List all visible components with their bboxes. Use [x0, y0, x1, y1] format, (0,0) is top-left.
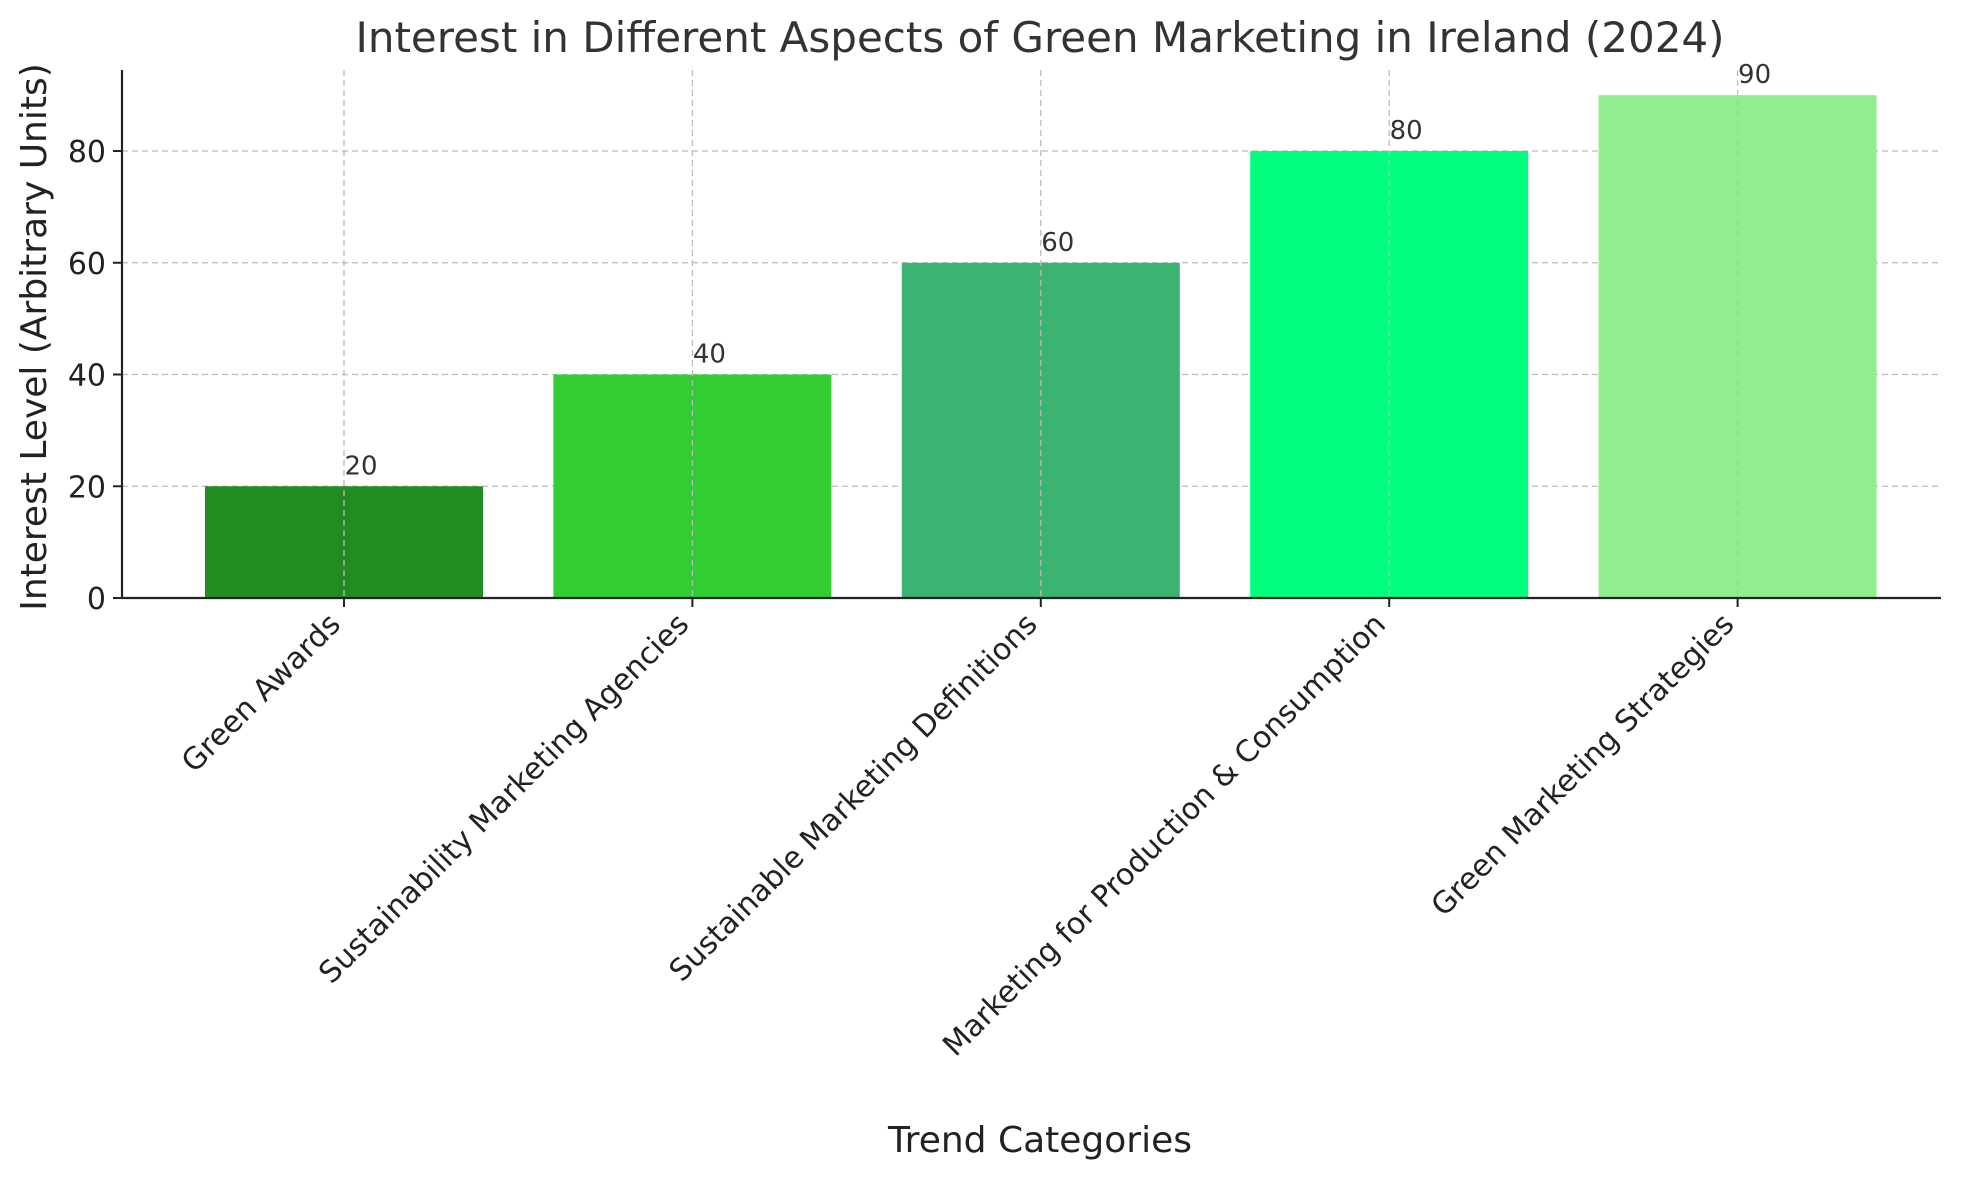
x-tick-label: Green Awards — [175, 607, 348, 780]
x-tick-label: Sustainable Marketing Definitions — [663, 607, 1045, 989]
x-tick-label: Sustainability Marketing Agencies — [312, 607, 696, 991]
vertical-grid-layer — [343, 70, 1739, 598]
y-tick-label: 20 — [68, 470, 106, 505]
y-tick-label: 0 — [87, 582, 106, 617]
y-tick-label: 60 — [68, 247, 106, 282]
chart-title: Interest in Different Aspects of Green M… — [355, 13, 1724, 62]
axes-layer — [113, 70, 1941, 607]
data-label: 40 — [693, 340, 726, 370]
y-tick-label: 40 — [68, 359, 106, 394]
x-tick-label: Marketing for Production & Consumption — [936, 607, 1393, 1064]
x-tick-label: Green Marketing Strategies — [1425, 607, 1742, 924]
data-label: 60 — [1041, 228, 1074, 258]
y-axis-label: Interest Level (Arbitrary Units) — [14, 63, 55, 611]
x-axis-label: Trend Categories — [887, 1120, 1192, 1161]
data-label: 90 — [1738, 60, 1771, 90]
data-label: 80 — [1390, 116, 1423, 146]
y-tick-label: 80 — [68, 135, 106, 170]
data-label: 20 — [344, 451, 377, 481]
